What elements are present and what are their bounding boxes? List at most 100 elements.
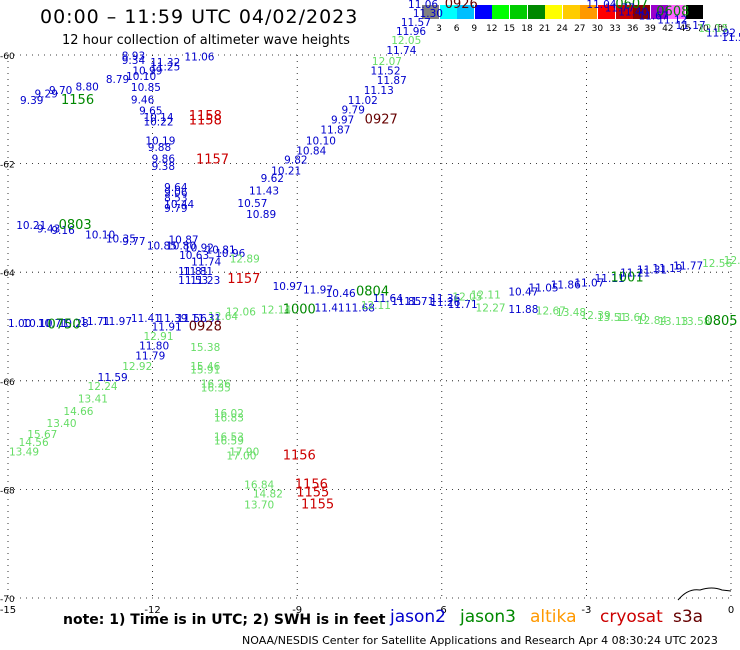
wave-height-value: 10.87 [169, 234, 199, 246]
wave-height-value: 13.58 [680, 316, 710, 328]
wave-height-value: 10.47 [508, 287, 538, 299]
wave-height-value: 11.59 [98, 372, 128, 384]
wave-height-value: 9.16 [51, 225, 75, 237]
legend-swatch [439, 5, 457, 19]
legend-swatch [650, 5, 668, 19]
wave-height-value: 10.44 [164, 199, 194, 211]
wave-height-value: 9.38 [152, 161, 175, 173]
wave-height-value: 12.91 [143, 331, 173, 343]
wave-height-value: 11.91 [152, 321, 182, 333]
wave-height-value: 11.05 [529, 283, 559, 295]
wave-height-value: 11.85 [391, 296, 421, 308]
wave-height-value: 11.79 [135, 351, 165, 363]
legend-label: 18 [521, 24, 533, 34]
wave-height-value: 11.96 [396, 26, 426, 38]
units-note: note: 1) Time is in UTC; 2) SWH is in fe… [63, 612, 386, 628]
y-tick-label: -68 [0, 486, 15, 496]
legend-swatch [580, 5, 598, 19]
y-tick-label: -60 [0, 52, 15, 62]
graticule [7, 54, 732, 599]
legend-swatch [422, 5, 439, 19]
pass-time-label: 1156 [295, 477, 328, 492]
wave-height-value: 11.25 [150, 62, 180, 74]
wave-height-value: 10.63 [179, 250, 209, 262]
legend-label: 70 [697, 24, 709, 34]
wave-height-value: 11.81 [183, 266, 213, 278]
legend-unit: (ft) [714, 24, 728, 34]
wave-height-value: 11.26 [430, 297, 460, 309]
wave-height-value: 8.53 [164, 193, 187, 205]
wave-height-value: 10.81 [206, 245, 236, 257]
wave-height-value: 11.97 [303, 284, 333, 296]
wave-height-value: 12.27 [476, 302, 506, 314]
wave-height-value: 11.36 [430, 293, 460, 305]
x-tick-label: -6 [437, 605, 447, 616]
wave-height-value: 15.46 [190, 361, 220, 373]
wave-height-value: 10.71 [38, 318, 68, 330]
wave-height-value: 11.40 [618, 6, 648, 18]
wave-height-value: 11.57 [401, 17, 431, 29]
pass-time-label: 0750 [48, 318, 81, 333]
wave-height-value: 12.05 [452, 291, 482, 303]
wave-height-value: 12.05 [391, 35, 421, 47]
wave-height-value: 11.77 [605, 3, 635, 15]
legend-label: 39 [644, 24, 656, 34]
wave-height-value: 12.64 [208, 311, 238, 323]
wave-height-value: 11.11 [595, 273, 625, 285]
wave-height-value: 11.5 [721, 32, 740, 44]
wave-height-value: 9.86 [152, 154, 176, 166]
wave-height-value: 11.41 [315, 302, 345, 314]
pass-time-label: 1156 [283, 449, 316, 464]
axis-ticks: -15 -12 -9 -6 -3 0 -60 -62 -64 -66 -68 -70 [0, 52, 734, 616]
wave-height-value: 10.96 [215, 248, 245, 260]
pass-time-label: 1157 [227, 272, 260, 287]
wave-height-value: 9.43 [37, 224, 60, 236]
pass-time-label: 0608 [656, 4, 689, 19]
wave-height-value: 11.39 [157, 313, 187, 325]
pass-time-label: 1000 [283, 302, 316, 317]
y-tick-label: -62 [0, 161, 15, 171]
wave-height-value: 11.43 [249, 186, 279, 198]
wave-height-value: 11.68 [345, 302, 375, 314]
wave-height-value: 15.38 [190, 342, 220, 354]
wave-height-value: 14.82 [253, 489, 283, 501]
wave-height-value: 8.93 [122, 50, 145, 62]
wave-height-value: 13.51 [597, 312, 627, 324]
wave-height-value: 11.19 [652, 263, 682, 275]
wave-height-value: 10.21 [271, 165, 301, 177]
wave-height-value: 9.82 [284, 155, 307, 167]
wave-height-value: 10.28 [59, 318, 89, 330]
color-legend: 3 6 9 12 15 18 21 24 27 30 33 36 39 42 45 70 (ft) [422, 5, 729, 37]
wave-height-value: 13.49 [9, 447, 39, 459]
wave-height-value: 9.97 [331, 114, 354, 126]
wave-height-value: 11.06 [408, 0, 438, 11]
wave-height-value: 10.85 [131, 82, 161, 94]
wave-height-value: 11.92 [706, 28, 736, 40]
legend-swatch [510, 5, 527, 19]
wave-height-value: 9.39 [20, 95, 43, 107]
wave-height-value: 13.48 [556, 307, 586, 319]
wave-height-value: 12.56 [702, 258, 732, 270]
wave-height-value: 12.11 [361, 300, 391, 312]
wave-height-value: 11.97 [102, 316, 132, 328]
wave-height-value: 10.80 [166, 240, 196, 252]
wave-height-value: 13.41 [78, 394, 108, 406]
wave-height-value: 11.87 [377, 75, 407, 87]
wave-height-value: 11.87 [320, 125, 350, 137]
coastline-fragment [677, 587, 732, 601]
wave-height-value: 14.56 [19, 437, 49, 449]
legend-label: 33 [609, 24, 621, 34]
legend-label: 45 [679, 24, 692, 34]
credit-line: NOAA/NESDIS Center for Satellite Applica… [242, 634, 718, 647]
wave-height-value: 11.56 [177, 313, 207, 325]
wave-height-value: 16.59 [214, 435, 244, 447]
wave-height-value: 9.46 [131, 94, 155, 106]
wave-height-value: 16.26 [201, 378, 231, 390]
wave-height-value: 11.74 [386, 45, 416, 57]
wave-height-value: 9.34 [122, 55, 146, 67]
wave-height-value: 9.77 [122, 236, 145, 248]
x-tick-label: -3 [581, 605, 591, 616]
wave-height-value: 11.81 [178, 266, 208, 278]
legend-swatch [457, 5, 475, 19]
